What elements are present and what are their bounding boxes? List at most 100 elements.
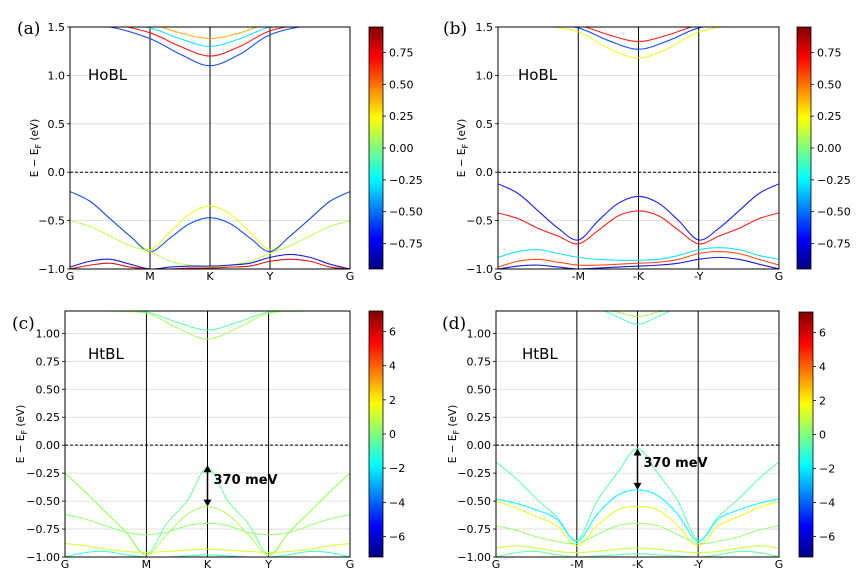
band-cb1: [549, 27, 728, 59]
gap-arrow-head-bottom: [633, 482, 642, 490]
band-vb5: [70, 258, 350, 269]
y-tick-label: 0.0: [476, 166, 494, 179]
band-vb4: [70, 253, 350, 269]
y-tick-label: −0.5: [466, 215, 493, 228]
colorbar-tick-label: 6: [389, 326, 396, 339]
structure-label: HoBL: [88, 66, 128, 84]
colorbar-tick-label: 0.00: [389, 142, 414, 155]
k-point-label: Y: [264, 558, 272, 571]
y-tick-label: 0.0: [48, 166, 66, 179]
y-tick-label: −0.50: [457, 495, 491, 508]
colorbar: [368, 310, 384, 558]
colorbar-tick-label: 0.50: [817, 78, 842, 91]
band-vb3: [70, 220, 350, 268]
panel-a: 1.51.00.50.0−0.5−1.0G M K Y GE − EF (eV)(a)H…: [17, 19, 423, 283]
k-point-label: -M: [570, 558, 583, 571]
band-cb2: [123, 27, 289, 57]
y-tick-label: 0.50: [36, 383, 61, 396]
structure-label: HtBL: [522, 345, 558, 363]
k-point-label: G: [66, 270, 75, 283]
structure-label: HoBL: [518, 66, 558, 84]
band-cb3: [143, 27, 273, 47]
colorbar-tick-label: −2: [819, 463, 835, 476]
y-axis-label-unit: (eV): [456, 119, 468, 144]
colorbar: [796, 26, 812, 270]
k-point-label: G: [494, 270, 503, 283]
y-axis-label: E − EF (eV): [29, 119, 43, 178]
y-tick-label: 1.5: [48, 21, 66, 34]
y-axis-label-main: E − E: [15, 435, 27, 464]
y-tick-label: −0.75: [26, 523, 60, 536]
k-point-label: K: [204, 558, 212, 571]
k-point-label: -K: [632, 558, 644, 571]
band-vb2: [70, 191, 350, 253]
band-vb3: [498, 247, 779, 261]
colorbar: [368, 26, 384, 270]
y-axis-label-subscript: F: [20, 430, 29, 435]
band-vb1: [498, 183, 779, 241]
y-axis-label: E − EF (eV): [15, 405, 29, 464]
colorbar-tick-label: 0.25: [817, 110, 842, 123]
band-cb2: [609, 311, 666, 318]
colorbar-tick-label: −2: [389, 462, 405, 475]
band-cb4: [159, 27, 259, 40]
y-tick-label: 0.75: [467, 355, 492, 368]
panel-letter: (c): [12, 314, 35, 334]
y-tick-label: 0.25: [36, 411, 61, 424]
y-axis-label-unit: (eV): [15, 405, 27, 430]
bands: [498, 27, 779, 269]
band-cb1: [603, 311, 672, 325]
plot-frame: [69, 26, 351, 270]
y-tick-label: 0.5: [476, 118, 494, 131]
band-vb2: [65, 472, 350, 556]
colorbar-tick-label: −4: [819, 497, 835, 510]
colorbar-tick-label: 0.75: [389, 46, 414, 59]
colorbar-tick-label: −6: [389, 531, 405, 544]
gap-label: 370 meV: [644, 456, 708, 471]
colorbar-tick-label: −0.25: [817, 174, 851, 187]
colorbar-tick-label: −0.50: [389, 206, 423, 219]
plot-frame: [64, 310, 351, 558]
k-point-label: G: [346, 558, 355, 571]
colorbar-tick-label: −0.25: [389, 174, 423, 187]
colorbar-tick-label: −6: [819, 531, 835, 544]
panel-b: 1.51.00.50.0−0.5−1.0G -M -K -Y GE − EF (eV)(…: [443, 19, 851, 283]
colorbar-tick-label: −0.50: [817, 206, 851, 219]
k-point-label: -K: [633, 270, 645, 283]
k-point-label: K: [206, 270, 214, 283]
colorbar-tick-label: 0: [389, 428, 396, 441]
colorbar-tick-label: 0.50: [389, 78, 414, 91]
bands: [496, 311, 779, 557]
y-tick-label: −0.25: [26, 467, 60, 480]
colorbar-tick-label: 2: [389, 394, 396, 407]
k-point-label: G: [775, 270, 784, 283]
panel-d: 1.00 0.75 0.50 0.25 0.00 −0.25 −0.50 −0.75 −1.00…: [442, 310, 835, 571]
k-point-label: G: [492, 558, 501, 571]
colorbar-tick-label: 4: [389, 360, 396, 373]
colorbar-tick-label: 0.75: [817, 46, 842, 59]
y-axis-label-main: E − E: [447, 435, 459, 464]
band-cb2: [571, 27, 706, 50]
colorbar-tick-label: 0.00: [817, 142, 842, 155]
y-tick-label: −0.75: [457, 523, 491, 536]
y-axis-label-unit: (eV): [29, 119, 41, 144]
band-vb5: [496, 545, 779, 554]
colorbar-tick-label: −4: [389, 496, 405, 509]
k-point-label: -Y: [693, 558, 703, 571]
colorbar-tick-label: 2: [819, 394, 826, 407]
band-cb3: [583, 27, 694, 43]
y-tick-label: 1.0: [476, 69, 494, 82]
y-tick-label: −1.0: [38, 263, 65, 276]
band-vb1: [496, 447, 779, 541]
y-tick-label: 1.5: [476, 21, 494, 34]
colorbar-tick-label: 0.25: [389, 110, 414, 123]
colorbar-tick-label: 4: [819, 360, 826, 373]
y-axis-label-main: E − E: [29, 149, 41, 178]
y-tick-label: −0.25: [457, 467, 491, 480]
band-vb2: [498, 210, 779, 245]
y-tick-label: −0.5: [38, 215, 65, 228]
k-point-label: G: [775, 558, 784, 571]
y-tick-label: 1.0: [48, 69, 66, 82]
panel-c: 1.00 0.75 0.50 0.25 0.00 −0.25 −0.50 −0.75 −1.00…: [12, 310, 405, 571]
